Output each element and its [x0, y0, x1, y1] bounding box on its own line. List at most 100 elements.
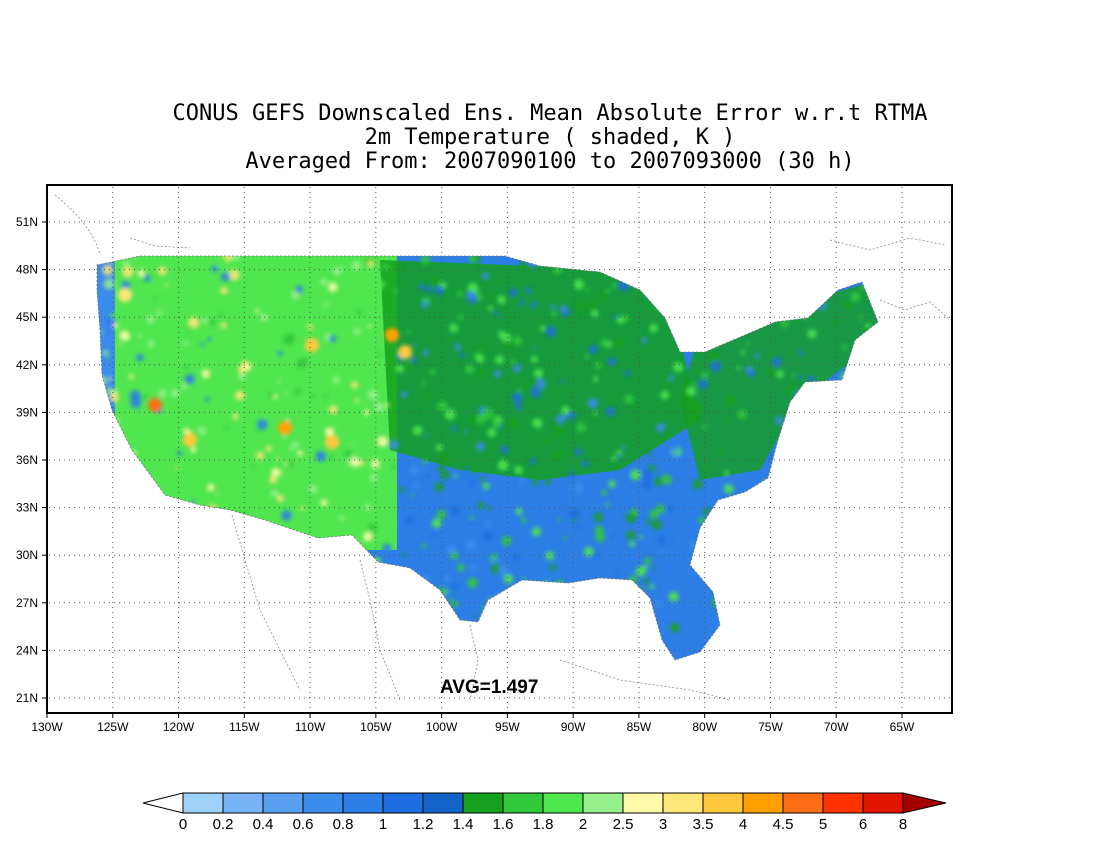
field-speckle: [469, 256, 477, 263]
lon-tick-label: 90W: [561, 720, 586, 734]
field-speckle: [450, 505, 461, 516]
field-speckle: [413, 342, 417, 346]
field-speckle: [218, 256, 227, 264]
colorbar-label: 0.6: [293, 816, 314, 833]
colorbar-label: 3.5: [693, 816, 714, 833]
field-speckle: [616, 569, 621, 574]
field-speckle: [106, 356, 110, 360]
field-speckle: [647, 451, 652, 457]
field-speckle: [465, 467, 470, 472]
field-speckle: [407, 361, 411, 365]
colorbar-swatch: [782, 792, 824, 814]
field-speckle: [515, 402, 523, 410]
colorbar-swatch: [622, 792, 664, 814]
field-speckle: [277, 379, 282, 383]
lon-tick-label: 65W: [890, 720, 915, 734]
field-speckle: [429, 276, 440, 288]
field-speckle: [425, 285, 433, 293]
colorbar-label: 4: [739, 816, 747, 833]
field-speckle: [522, 576, 526, 581]
field-speckle: [374, 401, 385, 413]
field-speckle: [354, 398, 359, 403]
field-speckle: [235, 390, 245, 401]
field-speckle: [410, 494, 415, 498]
field-speckle: [512, 554, 520, 562]
hot-spot: [325, 435, 339, 449]
field-speckle: [692, 479, 703, 490]
field-speckle: [118, 342, 122, 346]
field-speckle: [621, 445, 626, 450]
field-speckle: [791, 373, 796, 378]
field-speckle: [368, 324, 372, 328]
field-speckle: [530, 356, 538, 363]
title-block: CONUS GEFS Downscaled Ens. Mean Absolute…: [0, 102, 1100, 174]
lat-tick-label: 45N: [16, 310, 38, 324]
field-speckle: [339, 515, 345, 521]
field-speckle: [363, 531, 373, 542]
field-speckle: [561, 406, 570, 415]
field-speckle: [122, 266, 134, 278]
field-speckle: [156, 309, 163, 316]
field-speckle: [798, 350, 803, 356]
field-speckle: [216, 492, 220, 497]
field-speckle: [507, 418, 518, 429]
field-speckle: [865, 323, 871, 329]
field-speckle: [412, 425, 423, 436]
field-speckle: [519, 300, 525, 306]
field-speckle: [582, 309, 587, 315]
field-speckle: [128, 415, 137, 424]
lon-tick-label: 120W: [163, 720, 195, 734]
field-speckle: [656, 423, 665, 433]
field-speckle: [642, 480, 653, 491]
field-speckle: [488, 295, 494, 301]
field-speckle: [501, 536, 512, 546]
field-speckle: [382, 543, 392, 553]
hot-spot: [118, 288, 132, 302]
field-speckle: [654, 599, 663, 608]
field-speckle: [399, 486, 405, 492]
field-speckle: [344, 450, 353, 459]
colorbar-swatch: [462, 792, 504, 814]
field-speckle: [574, 406, 580, 411]
field-speckle: [725, 395, 737, 407]
field-speckle: [645, 518, 651, 524]
field-speckle: [269, 475, 277, 484]
field-speckle: [600, 338, 609, 347]
field-speckle: [780, 320, 789, 328]
field-speckle: [109, 393, 119, 403]
field-speckle: [422, 349, 429, 356]
field-speckle: [444, 409, 456, 420]
field-speckle: [238, 372, 247, 381]
field-speckle: [440, 452, 451, 463]
lat-tick-label: 30N: [16, 548, 38, 562]
field-speckle: [624, 394, 634, 405]
field-speckle: [418, 284, 425, 291]
colorbar-label: 1: [379, 816, 387, 833]
field-speckle: [138, 333, 143, 338]
lon-tick-label: 75W: [758, 720, 783, 734]
field-speckle: [666, 505, 674, 513]
field-speckle: [594, 525, 605, 536]
colorbar-swatch: [742, 792, 784, 814]
colorbar-label: 0.4: [253, 816, 274, 833]
field-speckle: [673, 454, 680, 460]
colorbar-swatch: [702, 792, 744, 814]
field-speckle: [319, 278, 328, 286]
field-speckle: [644, 557, 652, 565]
field-speckle: [712, 604, 716, 608]
field-speckle: [385, 497, 395, 507]
field-speckle: [451, 425, 457, 431]
field-speckle: [469, 465, 478, 473]
colorbar-swatch: [342, 792, 384, 814]
field-speckle: [495, 355, 504, 365]
field-speckle: [465, 539, 477, 551]
field-speckle: [586, 287, 590, 292]
field-speckle: [497, 330, 505, 338]
field-speckle: [661, 474, 672, 485]
field-speckle: [649, 584, 655, 590]
field-speckle: [332, 267, 342, 276]
field-speckle: [123, 259, 130, 267]
field-speckle: [563, 536, 568, 540]
field-speckle: [594, 361, 602, 369]
